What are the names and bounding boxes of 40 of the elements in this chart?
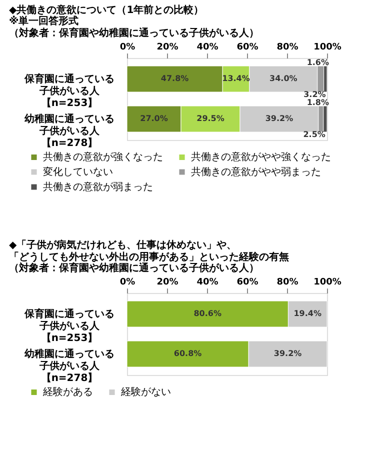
x-tick-label: 40% (196, 278, 218, 288)
legend-label: 共働きの意欲がやや強くなった (191, 151, 331, 164)
x-tick-label: 0% (120, 42, 136, 52)
data-label: 39.2% (265, 114, 294, 123)
chart-title: ◆「子供が病気だけれども、仕事は休めない」や、「どうしても外せない外出の用事がある」といった経験の有無 (9, 239, 289, 263)
legend-label: 経験がない (120, 386, 171, 398)
chart-subtitle: （対象者：保育園や幼稚園に通っている子供がいる人） (9, 262, 259, 274)
y-tick-label: 保育園に通っている子供がいる人【n=253】 (24, 308, 114, 344)
legend-label: 共働きの意欲が弱まった (43, 181, 153, 193)
data-label: 39.2% (274, 349, 302, 358)
data-label: 2.5% (303, 130, 326, 139)
x-tick-label: 80% (276, 278, 298, 288)
data-label: 1.8% (306, 98, 329, 107)
data-label: 1.6% (306, 58, 329, 67)
x-tick-label: 0% (120, 278, 136, 288)
y-tick-label: 幼稚園に通っている子供がいる人【n=278】 (24, 113, 114, 149)
x-tick-label: 60% (236, 42, 258, 52)
x-tick-label: 40% (196, 42, 218, 52)
y-tick-label: 保育園に通っている子供がいる人【n=253】 (24, 73, 114, 109)
data-label: 47.8% (160, 74, 189, 83)
legend-label: 経験がある (42, 386, 93, 398)
data-label: 19.4% (294, 309, 322, 318)
data-label: 27.0% (140, 114, 168, 123)
x-tick-label: 80% (276, 42, 298, 52)
data-label: 29.5% (196, 114, 224, 123)
chart-title: ◆共働きの意欲について（1年前との比較） (9, 4, 204, 16)
legend-label: 変化していない (43, 166, 113, 178)
x-tick-label: 100% (314, 42, 342, 52)
x-tick-label: 20% (156, 278, 178, 288)
x-tick-label: 60% (236, 278, 258, 288)
data-label: 60.8% (174, 349, 202, 358)
y-tick-label: 幼稚園に通っている子供がいる人【n=278】 (24, 348, 114, 384)
legend-label: 共働きの意欲が強くなった (43, 151, 163, 164)
x-tick-label: 20% (156, 42, 178, 52)
data-label: 34.0% (270, 74, 298, 83)
x-tick-label: 100% (314, 278, 342, 288)
legend-label: 共働きの意欲がやや弱まった (191, 166, 321, 178)
chart-subtitle: ※単一回答形式（対象者：保育園や幼稚園に通っている子供がいる人） (9, 15, 259, 39)
data-label: 80.6% (194, 309, 222, 318)
data-label: 3.2% (304, 90, 326, 99)
